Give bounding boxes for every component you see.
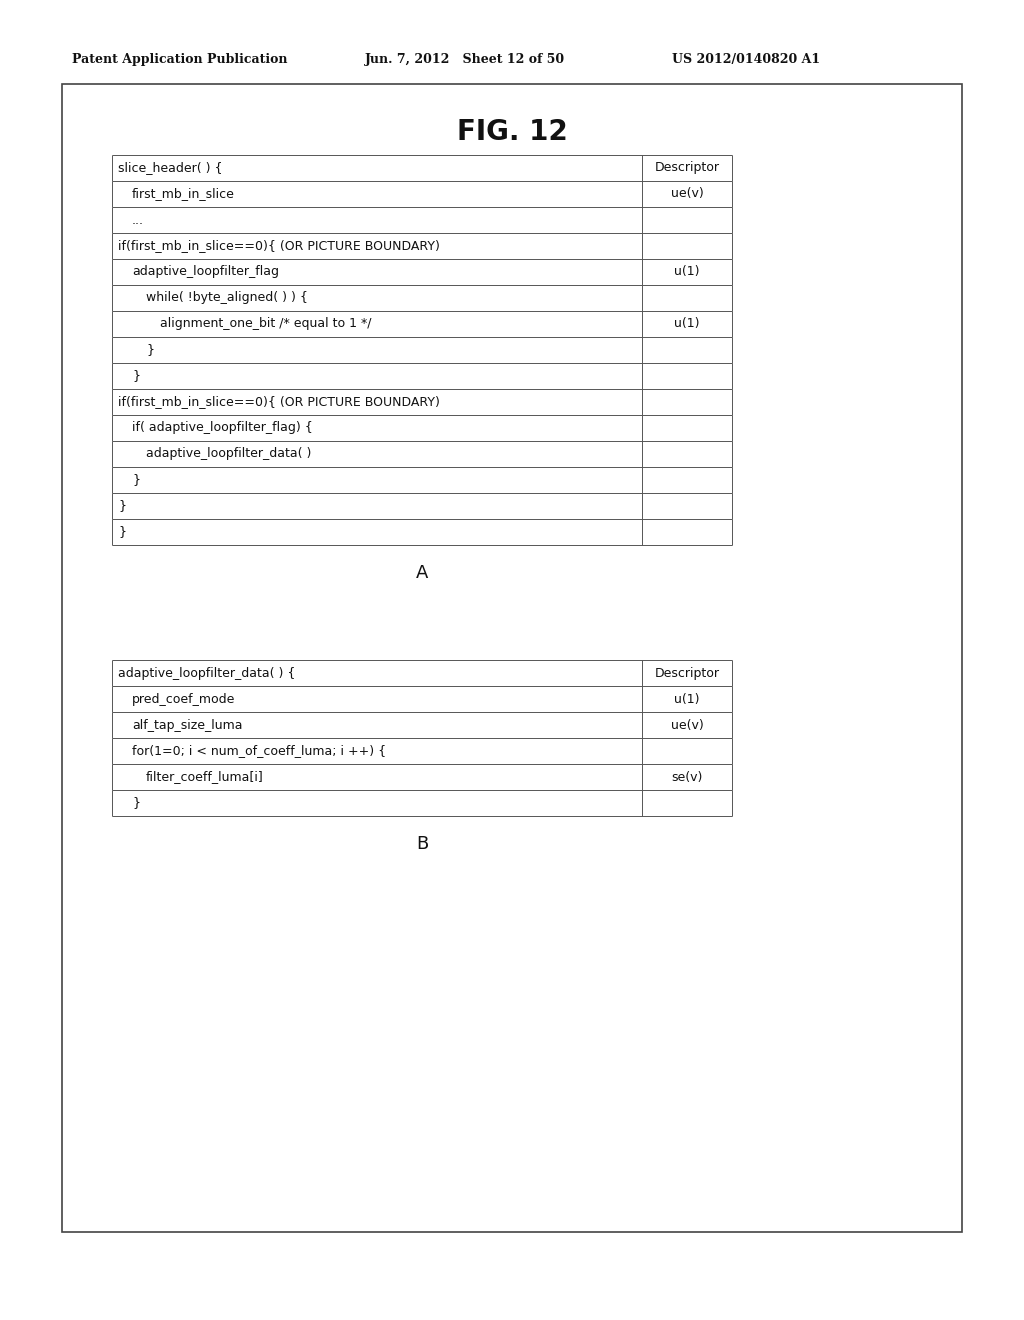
Text: u(1): u(1)	[674, 318, 699, 330]
Text: adaptive_loopfilter_flag: adaptive_loopfilter_flag	[132, 265, 279, 279]
Text: se(v): se(v)	[672, 771, 702, 784]
Text: if( adaptive_loopfilter_flag) {: if( adaptive_loopfilter_flag) {	[132, 421, 312, 434]
Text: ue(v): ue(v)	[671, 718, 703, 731]
Text: filter_coeff_luma[i]: filter_coeff_luma[i]	[146, 771, 264, 784]
Text: if(first_mb_in_slice==0){ (OR PICTURE BOUNDARY): if(first_mb_in_slice==0){ (OR PICTURE BO…	[118, 396, 440, 408]
Text: if(first_mb_in_slice==0){ (OR PICTURE BOUNDARY): if(first_mb_in_slice==0){ (OR PICTURE BO…	[118, 239, 440, 252]
Text: first_mb_in_slice: first_mb_in_slice	[132, 187, 234, 201]
Text: }: }	[132, 370, 140, 383]
Text: adaptive_loopfilter_data( ) {: adaptive_loopfilter_data( ) {	[118, 667, 295, 680]
Text: Descriptor: Descriptor	[654, 667, 720, 680]
Text: for(1=0; i < num_of_coeff_luma; i ++) {: for(1=0; i < num_of_coeff_luma; i ++) {	[132, 744, 386, 758]
Text: ue(v): ue(v)	[671, 187, 703, 201]
Text: }: }	[146, 343, 154, 356]
Text: US 2012/0140820 A1: US 2012/0140820 A1	[672, 53, 820, 66]
Text: A: A	[416, 564, 428, 582]
Text: Patent Application Publication: Patent Application Publication	[72, 53, 288, 66]
Text: }: }	[118, 499, 126, 512]
Text: B: B	[416, 836, 428, 853]
Text: }: }	[118, 525, 126, 539]
Text: slice_header( ) {: slice_header( ) {	[118, 161, 222, 174]
Text: adaptive_loopfilter_data( ): adaptive_loopfilter_data( )	[146, 447, 311, 461]
Text: Jun. 7, 2012   Sheet 12 of 50: Jun. 7, 2012 Sheet 12 of 50	[365, 53, 565, 66]
Text: FIG. 12: FIG. 12	[457, 117, 567, 147]
Text: u(1): u(1)	[674, 693, 699, 705]
Text: alignment_one_bit /* equal to 1 */: alignment_one_bit /* equal to 1 */	[160, 318, 372, 330]
Text: }: }	[132, 796, 140, 809]
Text: }: }	[132, 474, 140, 487]
Text: Descriptor: Descriptor	[654, 161, 720, 174]
Bar	[62, 84, 962, 1232]
Text: u(1): u(1)	[674, 265, 699, 279]
Text: alf_tap_size_luma: alf_tap_size_luma	[132, 718, 243, 731]
Text: ...: ...	[132, 214, 144, 227]
Text: while( !byte_aligned( ) ) {: while( !byte_aligned( ) ) {	[146, 292, 308, 305]
Text: pred_coef_mode: pred_coef_mode	[132, 693, 236, 705]
